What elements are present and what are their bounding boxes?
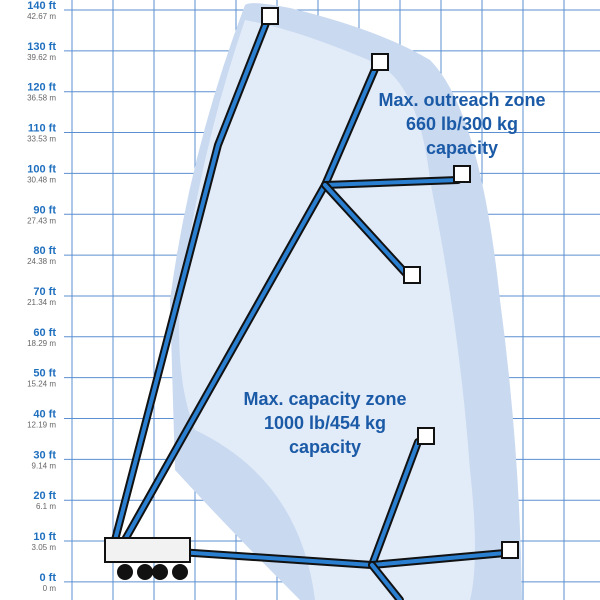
m-label: 18.29 m [27,339,56,348]
machine-body [104,537,191,563]
m-label: 3.05 m [32,543,57,552]
capacity-zone [179,20,475,600]
ft-label: 10 ft [33,531,56,543]
m-label: 39.62 m [27,53,56,62]
wheel [152,564,168,580]
zone-label: 1000 lb/454 kg [264,413,386,433]
zone-label: Max. outreach zone [378,90,545,110]
ft-label: 140 ft [27,0,56,12]
ft-label: 110 ft [28,123,56,135]
ft-label: 20 ft [33,490,56,502]
ft-label: 70 ft [33,286,56,298]
booms [104,7,519,600]
m-label: 21.34 m [27,298,56,307]
boom [323,178,460,187]
m-label: 27.43 m [27,216,56,225]
ft-label: 0 ft [40,572,57,584]
ft-label: 120 ft [27,82,56,94]
ft-label: 90 ft [33,204,56,216]
zone-label: 660 lb/300 kg [406,114,518,134]
baskets [261,7,519,559]
wheels [117,564,188,580]
ft-label: 80 ft [33,245,56,257]
wheel [137,564,153,580]
zone-labels: Max. outreach zone 660 lb/300 kg capacity M… [243,90,545,457]
basket [501,541,519,559]
wheel [172,564,188,580]
basket [417,427,435,445]
m-label: 42.67 m [27,12,56,21]
basket [403,266,421,284]
boom [370,563,402,600]
basket [371,53,389,71]
basket [261,7,279,25]
m-label: 36.58 m [27,94,56,103]
ft-label: 40 ft [33,409,56,421]
m-label: 12.19 m [27,421,56,430]
zone-label: capacity [426,138,498,158]
boom [113,16,270,542]
ft-label: 50 ft [33,368,56,380]
zone-label: Max. capacity zone [243,389,406,409]
ft-label: 130 ft [27,41,56,53]
boom [370,551,507,567]
m-label: 0 m [43,584,57,593]
m-label: 33.53 m [27,135,56,144]
m-label: 15.24 m [27,380,56,389]
zone-label: capacity [289,437,361,457]
m-label: 24.38 m [27,257,56,266]
m-label: 9.14 m [32,461,57,470]
ft-label: 100 ft [27,163,56,175]
wheel [117,564,133,580]
m-label: 30.48 m [27,175,56,184]
ft-label: 30 ft [33,449,56,461]
ft-label: 60 ft [33,327,56,339]
m-label: 6.1 m [36,502,56,511]
basket [453,165,471,183]
boom [323,183,412,280]
